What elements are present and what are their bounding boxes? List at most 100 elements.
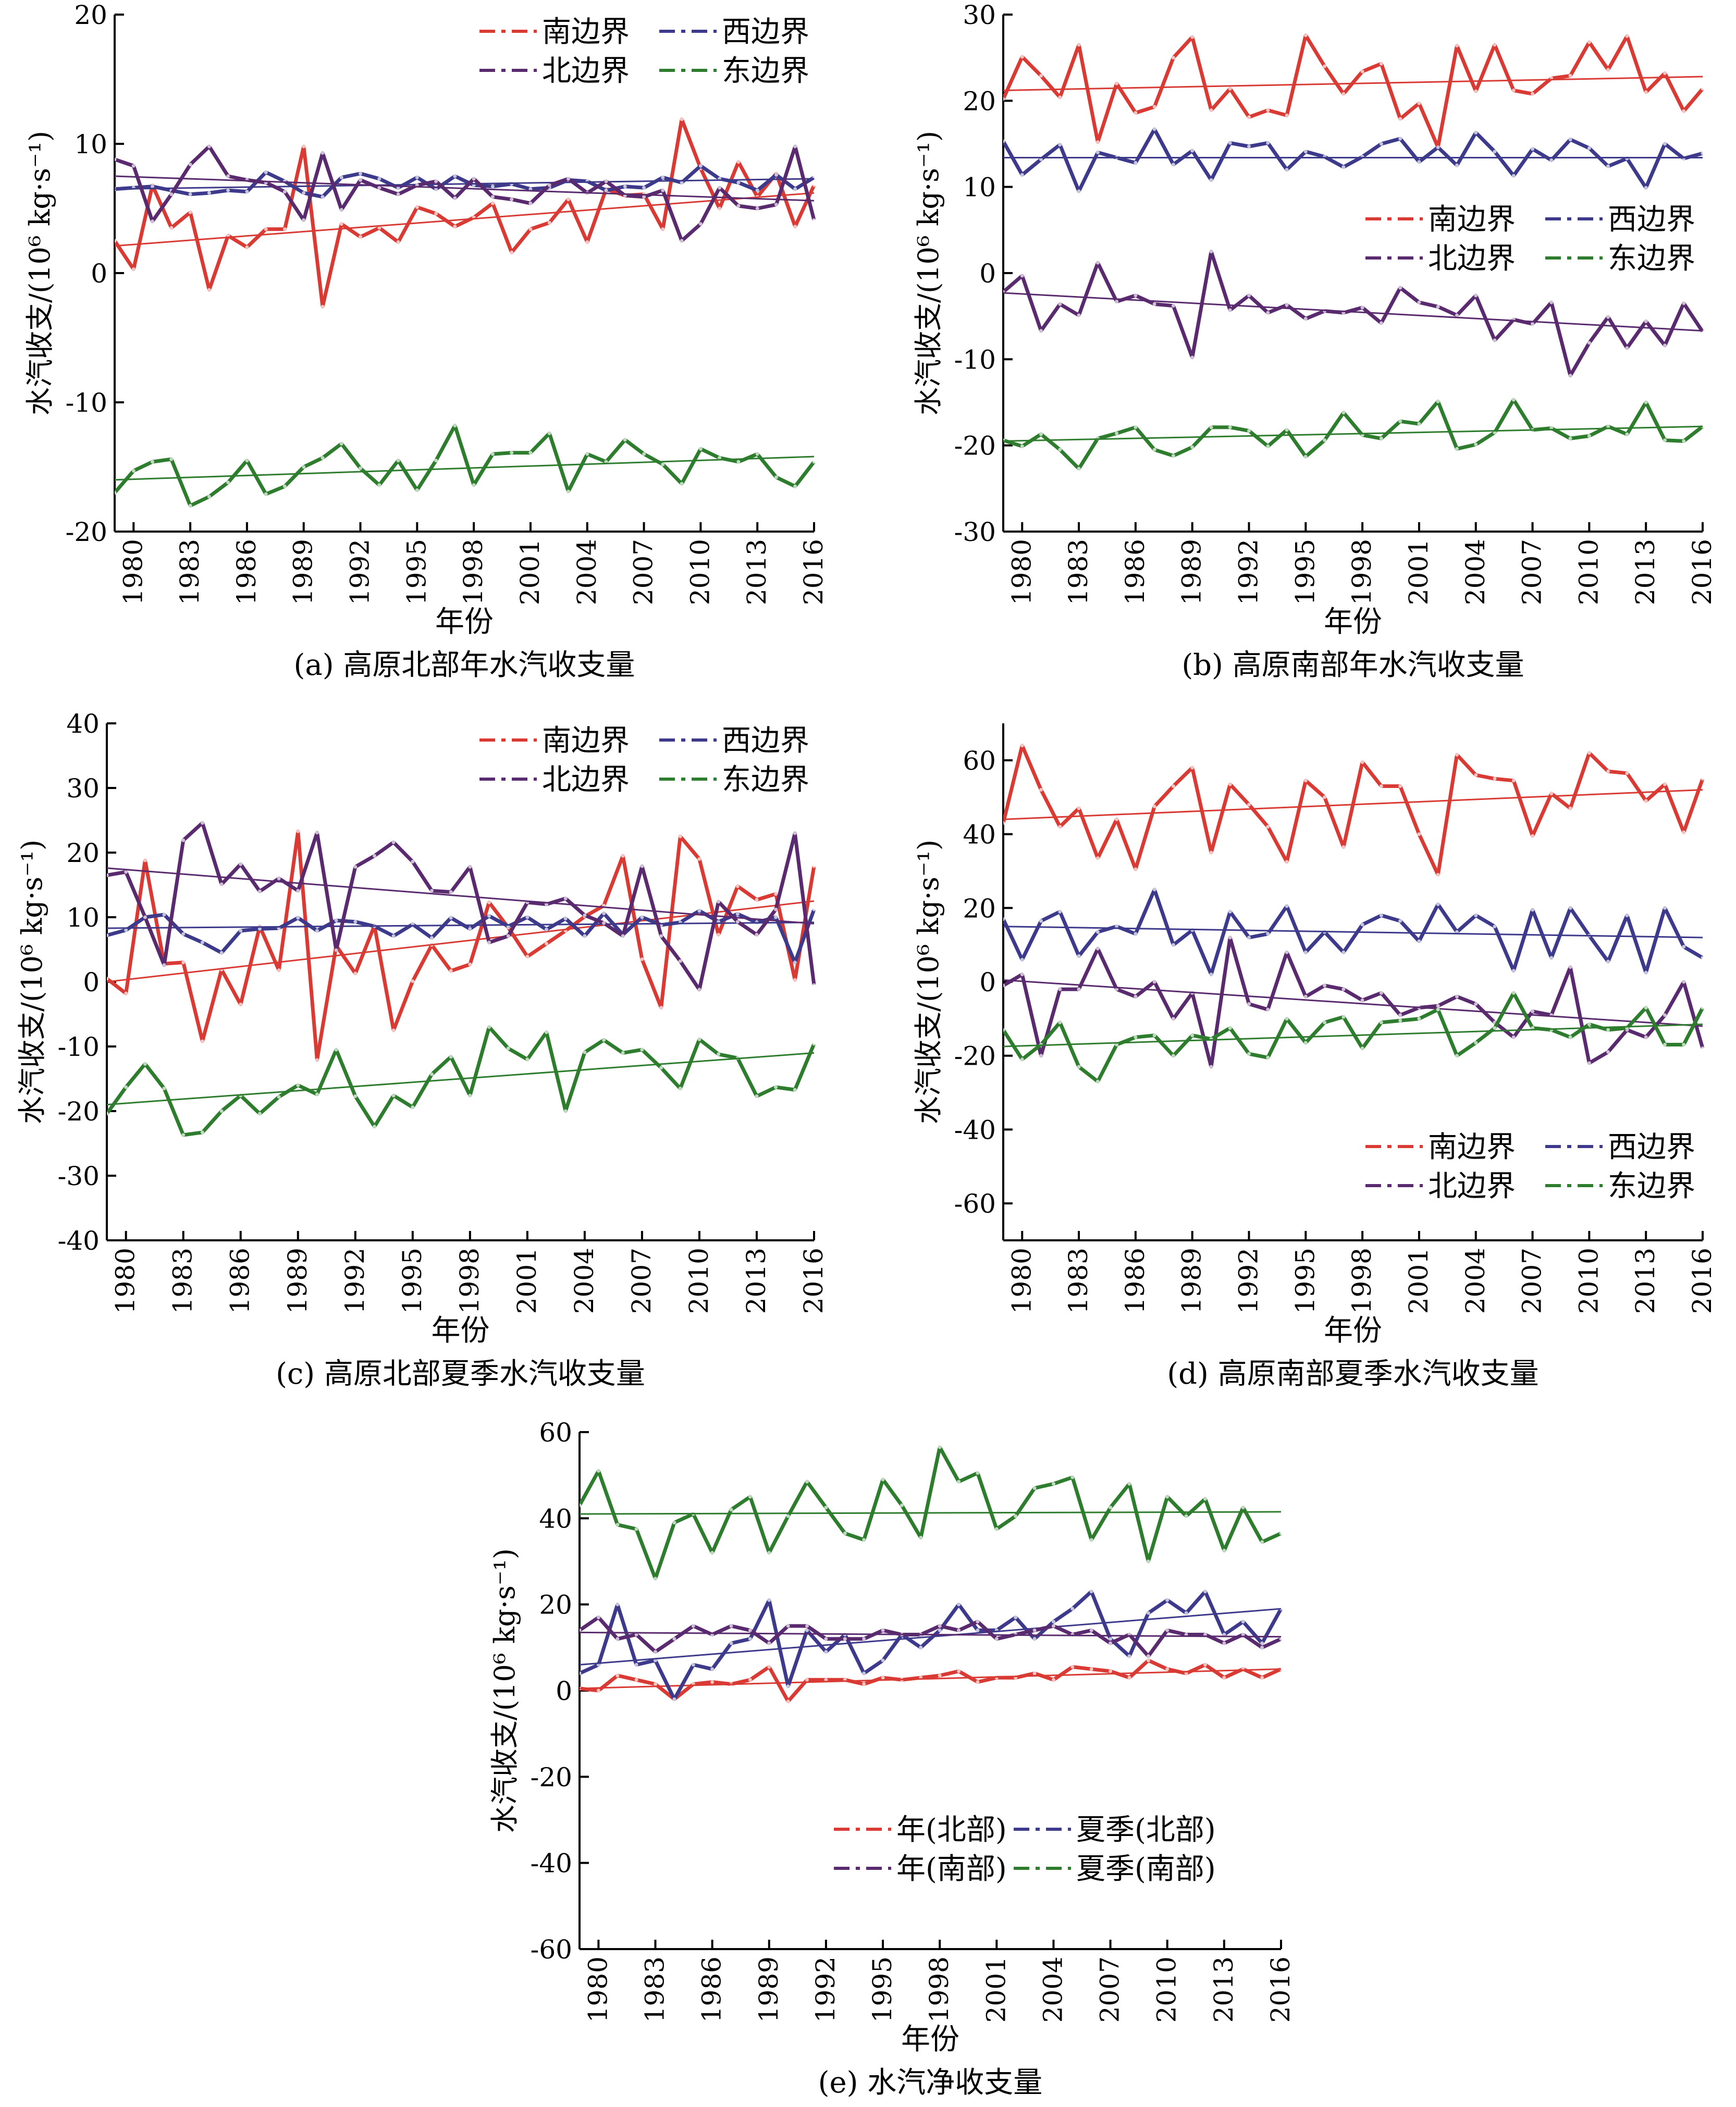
data-point xyxy=(1014,1514,1018,1518)
data-point xyxy=(767,1641,771,1645)
data-point xyxy=(1436,1004,1440,1008)
data-point xyxy=(1341,92,1346,96)
data-point xyxy=(1606,769,1610,773)
y-tick-label: 20 xyxy=(66,838,100,868)
data-point xyxy=(1398,784,1402,788)
data-point xyxy=(1171,304,1175,308)
data-point xyxy=(1341,845,1346,849)
data-point xyxy=(207,144,211,149)
data-point xyxy=(1095,930,1100,934)
data-point xyxy=(640,957,644,962)
data-point xyxy=(1020,1057,1024,1062)
data-point xyxy=(1379,914,1383,917)
data-point xyxy=(434,212,438,216)
data-point xyxy=(1020,444,1024,448)
x-tick-label: 2001 xyxy=(981,1956,1011,2023)
data-point xyxy=(528,227,533,231)
legend-item: 北边界 xyxy=(1365,242,1516,276)
data-point xyxy=(453,225,457,229)
data-point xyxy=(1549,158,1554,162)
data-point xyxy=(1115,817,1119,821)
chart-panel-d: -60 -40 -20 0 20 40 60 1980 1983 1986 1989 1992 1995… xyxy=(912,723,1717,1391)
series-line-4 xyxy=(115,424,816,508)
data-point xyxy=(143,1062,147,1066)
data-point xyxy=(124,870,128,874)
data-point xyxy=(1303,779,1308,783)
data-point xyxy=(1152,1033,1156,1038)
data-point xyxy=(1682,301,1686,305)
data-point xyxy=(430,1072,434,1076)
data-point xyxy=(377,483,381,487)
data-point xyxy=(1606,315,1610,319)
data-point xyxy=(525,915,530,919)
data-point xyxy=(1039,919,1043,923)
data-point xyxy=(1360,760,1364,764)
data-point xyxy=(1606,1050,1610,1054)
data-point xyxy=(1077,313,1081,317)
data-point xyxy=(1379,784,1383,788)
data-point xyxy=(1568,138,1572,142)
data-point xyxy=(812,218,816,222)
data-point xyxy=(580,1671,582,1675)
data-point xyxy=(434,459,438,463)
data-point xyxy=(1171,1017,1175,1021)
data-point xyxy=(449,890,453,894)
data-point xyxy=(1032,1637,1037,1641)
data-point xyxy=(680,117,684,121)
data-point xyxy=(257,927,262,931)
legend-item: 南边界 xyxy=(479,724,630,758)
data-point xyxy=(634,1662,638,1667)
data-point xyxy=(698,447,703,451)
data-point xyxy=(1190,149,1195,153)
x-axis-label: 年份 xyxy=(1324,1314,1382,1348)
data-point xyxy=(472,177,476,181)
y-tick-label: 0 xyxy=(83,967,100,997)
data-point xyxy=(1077,466,1081,471)
data-point xyxy=(1134,293,1138,298)
data-point xyxy=(786,1699,790,1704)
data-point xyxy=(1266,932,1270,936)
data-point xyxy=(359,178,362,182)
data-point xyxy=(659,934,663,938)
x-tick-label: 1995 xyxy=(401,539,432,605)
chart-panel-c: -40 -30 -20 -10 0 10 20 30 40 1980 1983 1986 1989 199… xyxy=(16,709,829,1391)
x-tick-label: 2001 xyxy=(512,1248,542,1314)
data-point xyxy=(805,1628,809,1632)
legend-label: 南边界 xyxy=(542,15,630,49)
data-point xyxy=(1052,1624,1055,1628)
data-point xyxy=(672,1697,676,1701)
data-point xyxy=(415,205,419,209)
data-point xyxy=(1474,1041,1478,1045)
data-point xyxy=(1682,439,1686,443)
data-point xyxy=(623,184,627,189)
y-tick-label: 10 xyxy=(66,903,100,933)
data-point xyxy=(710,1551,715,1555)
data-point xyxy=(131,164,136,168)
data-point xyxy=(774,907,778,911)
x-tick-label: 2010 xyxy=(685,539,715,605)
data-point xyxy=(282,484,287,488)
data-point xyxy=(411,979,415,983)
data-point xyxy=(131,267,136,272)
data-point xyxy=(339,222,343,226)
x-tick-label: 2013 xyxy=(1630,539,1660,605)
x-tick-label: 2001 xyxy=(1403,1248,1434,1314)
data-point xyxy=(583,934,587,938)
series-line-4 xyxy=(580,1445,1282,1581)
data-point xyxy=(151,219,154,224)
trend-line-3 xyxy=(1003,292,1703,332)
data-point xyxy=(1247,935,1251,940)
data-point xyxy=(181,932,186,936)
data-point xyxy=(1222,1641,1226,1645)
data-point xyxy=(430,936,434,940)
data-point xyxy=(1682,830,1686,834)
y-tick-label: 60 xyxy=(539,1418,572,1448)
data-point xyxy=(1303,1041,1308,1045)
data-point xyxy=(1058,302,1062,306)
data-point xyxy=(1020,972,1024,977)
legend-label: 东边界 xyxy=(722,763,809,797)
data-point xyxy=(824,1678,828,1682)
data-point xyxy=(661,462,665,466)
data-point xyxy=(257,1112,262,1116)
